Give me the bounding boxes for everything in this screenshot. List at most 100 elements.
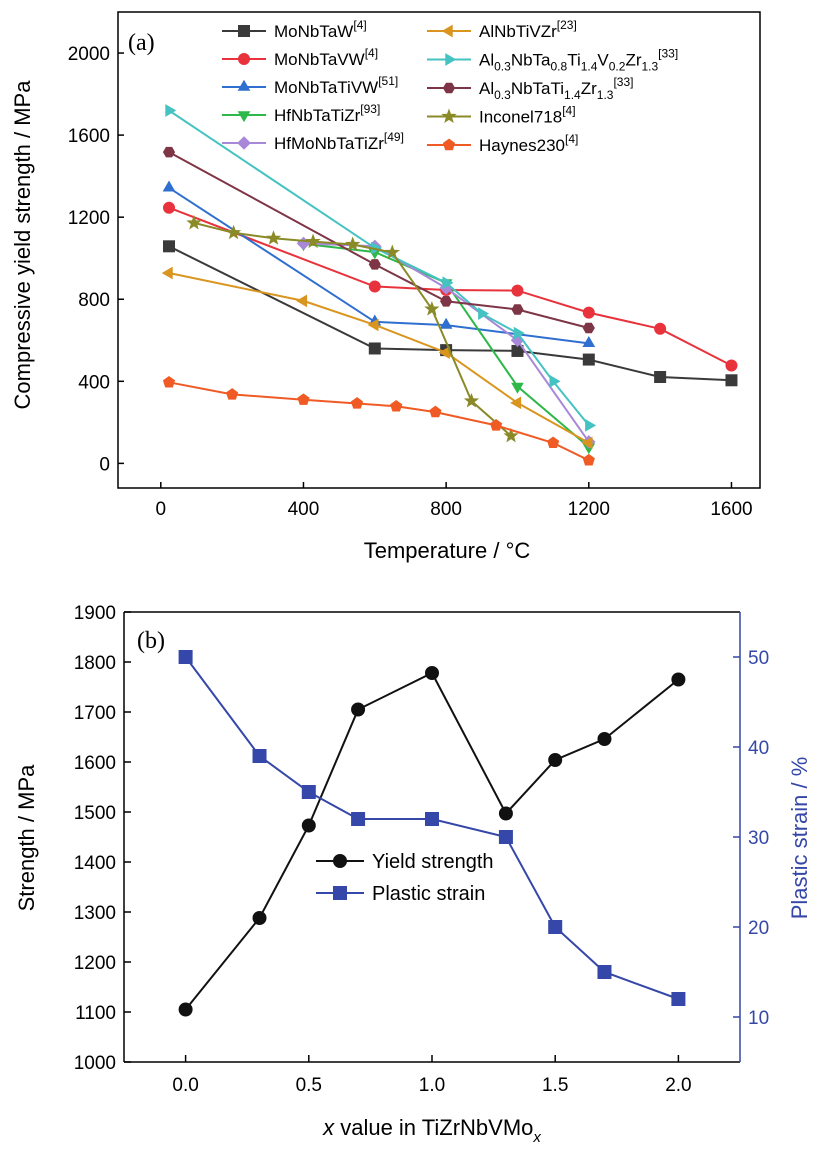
chart-b-left-tick-label: 1200 [74,953,116,974]
chart-a-legend-label: MoNbTaW[4] [274,18,367,41]
chart-a-data-point [390,399,403,412]
chart-a-data-point [582,353,595,366]
chart-a-data-point [368,342,381,355]
chart-a-legend-entry: AlNbTiVZr[23] [427,18,577,41]
chart-b-data-point [301,785,316,799]
chart-a-data-point [582,322,595,334]
chart-a-legend-ref: [33] [613,75,633,89]
chart-b-x-axis-label: x value in TiZrNbVMox [322,1115,541,1146]
chart-a-legend-marker [445,53,457,66]
chart-b-left-axis-label: Strength / MPa [14,764,39,912]
chart-a-legend-entry: HfNbTaTiZr[93] [222,102,380,125]
chart-a-legend-label-part: 0.8 [551,60,568,74]
chart-a-legend-label: AlNbTiVZr[23] [479,18,577,41]
chart-b-x-tick-label: 0.5 [296,1075,322,1096]
chart-b: 0.0 0.5 1.0 1.5 2.0 1000 1100 1200 1300 1400 1500 1… [14,603,812,1146]
chart-a-legend-entry: Al0.3NbTaTi1.4Zr1.3[33] [427,75,633,102]
chart-a-data-point [368,259,381,270]
chart-a-legend-label: Haynes230[4] [479,132,578,155]
chart-b-data-point [548,753,563,767]
chart-b-series-line [184,656,679,1000]
chart-b-legend-entry: Yield strength [316,851,494,873]
chart-a-series-s8 [186,214,519,443]
chart-b-x-tick-label: 1.0 [419,1075,445,1096]
chart-b-x-tick-label: 2.0 [665,1075,691,1096]
chart-a-legend-marker [442,138,456,151]
chart-a-data-point [582,336,596,347]
chart-b-legend: Yield strength Plastic strain [316,851,494,905]
chart-a-legend-ref: [4] [365,46,378,60]
chart-a-legend-ref: [33] [658,47,678,61]
chart-a-y-tick-label: 1600 [68,126,110,147]
chart-b-data-point [425,812,439,826]
chart-a-legend-label: MoNbTaVW[4] [274,46,378,69]
chart-a-legend-entry: MoNbTaVW[4] [222,46,378,69]
chart-b-left-tick-label: 1700 [74,703,116,724]
chart-a: 0 400 800 1200 1600 0 400 800 1200 1600 2000 (a) T… [10,11,761,563]
chart-a-legend-marker [442,82,456,94]
chart-a-series-line [168,245,732,382]
chart-a-data-point [186,214,202,230]
chart-b-data-point [351,702,366,717]
chart-b-left-tick-label: 1500 [74,803,116,824]
chart-a-legend-label-part: Al [479,51,494,70]
chart-a-data-point [161,266,173,280]
chart-a-legend-label: MoNbTaTiVW[51] [274,74,398,97]
chart-a-legend-marker [238,53,250,65]
chart-b-right-tick-label: 50 [748,648,769,669]
chart-a-legend-ref: [4] [562,104,575,118]
chart-b-legend-marker [333,886,347,900]
chart-a-data-point [305,233,321,249]
chart-a-data-point [439,317,453,329]
chart-a-x-tick-label: 1200 [568,499,610,520]
chart-a-data-point [549,374,561,388]
chart-b-data-point [301,818,316,833]
chart-a-x-tick-label: 1600 [710,499,752,520]
chart-a-legend-label-part: NbTaTi [511,79,564,98]
chart-a-legend-marker [237,136,251,150]
chart-a-y-tick-label: 800 [78,290,110,311]
chart-a-y-tick-label: 400 [78,372,110,393]
chart-a-data-point [165,104,177,117]
chart-a-legend-label-part: 1.3 [597,88,614,102]
chart-b-data-point [597,965,612,979]
chart-b-x-tick-label: 1.5 [542,1075,568,1096]
chart-a-data-point [582,306,595,319]
chart-b-left-tick-label: 1300 [74,903,116,924]
chart-a-legend-entry: Haynes230[4] [427,132,578,155]
chart-a-data-point [478,307,490,320]
chart-b-series-ps [178,650,686,1006]
chart-a-legend-ref: [4] [353,18,366,32]
chart-a-legend-name: HfNbTaTiZr [274,106,361,125]
chart-a-legend-label-part: Zr [581,79,597,98]
chart-a-data-point [442,276,454,290]
chart-a-data-point [585,419,597,432]
chart-a-data-point [463,392,480,408]
chart-a-legend-label-part: Zr [625,51,641,70]
chart-a-data-point [511,382,524,394]
chart-a-legend-label-part: Al [479,79,494,98]
chart-a-legend-label: HfMoNbTaTiZr[49] [274,130,404,153]
chart-a-y-tick-label: 0 [99,454,110,475]
chart-a-data-point [296,294,308,308]
chart-a-series-line [168,272,590,444]
chart-b-left-tick-label: 1900 [74,603,116,624]
chart-b-data-point [498,806,513,821]
chart-a-legend-name: AlNbTiVZr [479,22,557,41]
chart-a-data-point [368,280,381,293]
chart-a-legend-marker [441,108,457,123]
chart-a-legend-label-part: 1.4 [581,60,598,74]
chart-b-left-tick-label: 1600 [74,753,116,774]
chart-b-data-point [671,992,686,1006]
chart-a-legend-name: Inconel718 [479,108,562,127]
chart-a-series-s0 [163,240,738,387]
chart-a-data-point [226,388,239,400]
chart-b-series-ys [178,666,686,1017]
chart-a-data-point [367,318,379,332]
chart-a-legend-label: HfNbTaTiZr[93] [274,102,380,125]
chart-b-right-tick-label: 30 [748,828,769,849]
chart-a-legend-ref: [23] [557,18,577,32]
chart-a-legend-entry: MoNbTaTiVW[51] [222,74,398,97]
chart-a-legend-label-part: 1.3 [641,60,658,74]
chart-a-data-point [725,359,738,372]
